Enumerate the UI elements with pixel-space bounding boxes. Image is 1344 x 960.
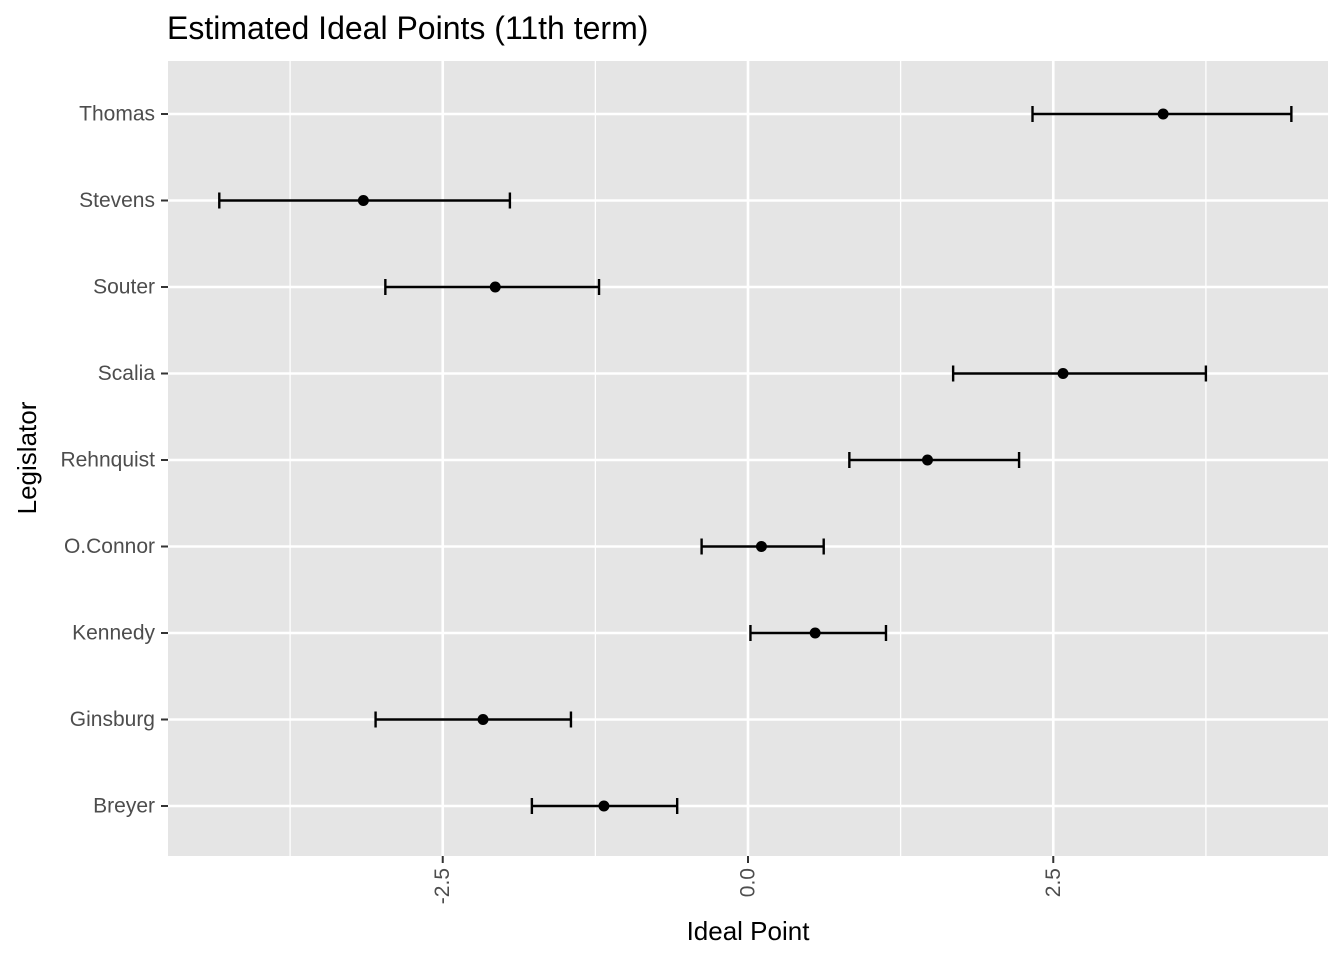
y-tick-label-6: Kennedy (72, 622, 155, 645)
y-tick-label-8: Breyer (93, 795, 155, 818)
point-3 (1057, 368, 1069, 379)
y-tick-label-7: Ginsburg (70, 708, 155, 731)
x-tick-label-0: -2.5 (431, 868, 454, 904)
y-tick-label-5: O.Connor (64, 535, 155, 558)
point-6 (809, 627, 821, 639)
x-tick-label-2: 2.5 (1042, 868, 1065, 897)
chart-title: Estimated Ideal Points (11th term) (167, 10, 648, 46)
point-2 (489, 281, 501, 293)
x-tick-label-1: 0.0 (737, 868, 760, 897)
point-0 (1157, 108, 1169, 120)
point-7 (477, 714, 489, 725)
y-tick-label-0: Thomas (79, 103, 155, 126)
y-tick-label-2: Souter (93, 276, 155, 299)
point-1 (357, 195, 369, 206)
point-8 (598, 800, 610, 812)
x-axis-title: Ideal Point (687, 916, 811, 946)
y-tick-label-1: Stevens (79, 189, 155, 212)
y-axis-title: Legislator (12, 401, 42, 514)
point-5 (755, 541, 767, 552)
grid-minor (289, 61, 1207, 856)
y-tick-label-4: Rehnquist (60, 449, 155, 472)
y-axis: Thomas Stevens Souter Scalia Rehnquist O.Conn… (60, 103, 168, 818)
x-axis: -2.5 0.0 2.5 (431, 856, 1065, 904)
data-marks (218, 106, 1293, 814)
y-tick-label-3: Scalia (98, 362, 156, 385)
point-4 (921, 454, 933, 466)
